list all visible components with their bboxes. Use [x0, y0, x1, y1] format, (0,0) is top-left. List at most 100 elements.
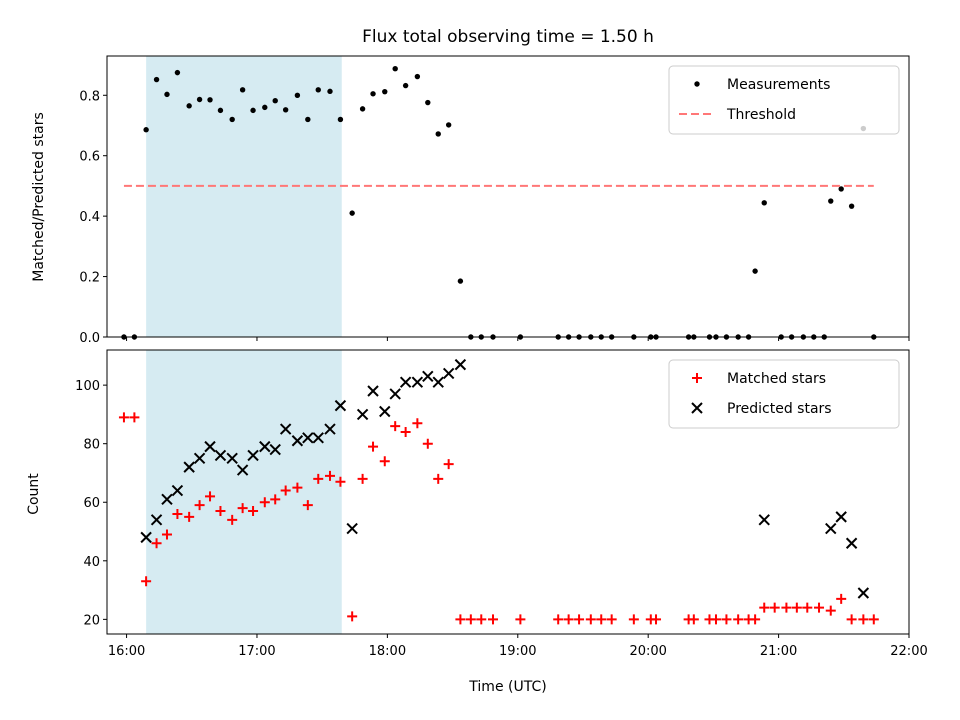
measurements-point	[217, 107, 224, 114]
predicted-stars-point	[324, 423, 336, 435]
matched-stars-point	[585, 614, 596, 625]
legend-label: Measurements	[727, 77, 830, 93]
measurements-point	[305, 116, 311, 123]
bottom-panel-star-counts: Count Time (UTC) 20 40 60 80 100 16:00 17:00 18…	[26, 349, 928, 695]
matched-stars-point	[347, 611, 358, 622]
matched-stars-point	[313, 473, 324, 484]
predicted-stars-point	[346, 522, 358, 535]
matched-stars-point	[710, 614, 721, 625]
predicted-stars-point	[442, 367, 455, 380]
predicted-stars-point	[247, 449, 259, 462]
measurements-point	[425, 99, 431, 106]
y-tick-label: 0.6	[79, 150, 100, 165]
matched-stars-point	[476, 614, 487, 625]
top-y-axis-label: Matched/Predicted stars	[31, 112, 47, 282]
legend: Matched stars Predicted stars	[668, 359, 900, 429]
x-axis-label: Time (UTC)	[468, 679, 546, 695]
matched-stars-point	[814, 602, 825, 613]
predicted-stars-point	[279, 423, 292, 435]
measurements-point	[435, 131, 441, 137]
measurements-point	[229, 116, 235, 123]
matched-stars-point	[868, 614, 879, 625]
matched-stars-point	[750, 614, 761, 625]
x-tick-label: 19:00	[499, 644, 536, 659]
matched-stars-point	[825, 605, 836, 616]
predicted-stars-point	[302, 432, 314, 444]
matched-stars-point	[846, 614, 857, 625]
matched-stars-point	[270, 494, 281, 505]
y-tick-label: 100	[75, 379, 100, 394]
x-tick-label: 16:00	[108, 644, 145, 659]
matched-stars-point	[563, 614, 574, 625]
predicted-stars-point	[204, 440, 216, 453]
matched-stars-point	[791, 602, 802, 613]
predicted-stars-point	[226, 452, 238, 465]
measurements-point	[272, 98, 278, 104]
measurements-point	[207, 97, 213, 103]
legend-marker	[691, 402, 703, 414]
predicted-stars-point	[334, 399, 347, 412]
shaded-window	[146, 56, 342, 337]
matched-stars-point	[172, 508, 183, 519]
matched-stars-point	[769, 602, 780, 613]
matched-stars-point	[465, 614, 476, 625]
y-tick-label: 40	[83, 555, 100, 570]
matched-stars-point	[781, 602, 792, 613]
matched-stars-point	[455, 614, 466, 625]
predicted-stars-point	[379, 405, 391, 418]
predicted-stars-point	[236, 464, 249, 476]
matched-stars-point	[368, 441, 379, 452]
predicted-stars-point	[193, 452, 206, 465]
x-tick-label: 22:00	[890, 644, 927, 659]
matched-stars-point	[858, 614, 869, 625]
measurements-point	[828, 198, 834, 204]
measurements-point	[282, 107, 289, 113]
measurements-point	[262, 104, 268, 111]
legend-marker	[694, 81, 700, 87]
y-tick-label: 20	[83, 613, 100, 628]
bottom-y-axis-label: Count	[26, 473, 42, 515]
predicted-stars-point	[454, 358, 467, 371]
matched-stars-point	[596, 614, 607, 625]
legend-box	[668, 359, 900, 429]
predicted-stars-point	[389, 388, 401, 400]
predicted-stars-point	[422, 370, 434, 383]
matched-stars-point	[151, 538, 162, 549]
legend-label: Predicted stars	[727, 401, 832, 417]
predicted-stars-point	[857, 587, 870, 599]
legend-box	[668, 65, 900, 135]
matched-stars-point	[443, 459, 454, 470]
matched-stars-point	[488, 614, 499, 625]
y-tick-label: 0.2	[79, 271, 100, 286]
y-tick-label: 0.4	[79, 210, 100, 225]
matched-stars-point	[553, 614, 564, 625]
measurements-point	[359, 106, 366, 112]
legend-label: Matched stars	[727, 371, 826, 387]
matched-stars-point	[802, 602, 813, 613]
predicted-stars-point	[367, 385, 379, 397]
matched-stars-point	[215, 506, 226, 517]
measurements-point	[761, 200, 767, 206]
matched-stars-point	[129, 412, 140, 423]
predicted-stars-point	[411, 376, 424, 388]
measurements-point	[382, 88, 388, 95]
legend: Measurements Threshold	[668, 65, 900, 135]
matched-stars-point	[302, 500, 313, 511]
measurements-point	[196, 96, 203, 103]
matched-stars-point	[292, 482, 303, 493]
matched-stars-point	[118, 412, 129, 423]
measurements-point	[752, 268, 758, 274]
measurements-point	[457, 278, 464, 284]
predicted-stars-point	[845, 537, 858, 549]
matched-stars-point	[759, 602, 770, 613]
matched-stars-point	[688, 614, 699, 625]
measurements-point	[164, 91, 170, 98]
measurements-point	[370, 91, 376, 97]
predicted-stars-point	[140, 531, 152, 544]
predicted-stars-point	[825, 522, 837, 535]
measurements-point	[414, 73, 421, 80]
matched-stars-point	[280, 485, 291, 496]
matched-stars-point	[357, 473, 368, 484]
y-tick-label: 60	[83, 496, 100, 511]
